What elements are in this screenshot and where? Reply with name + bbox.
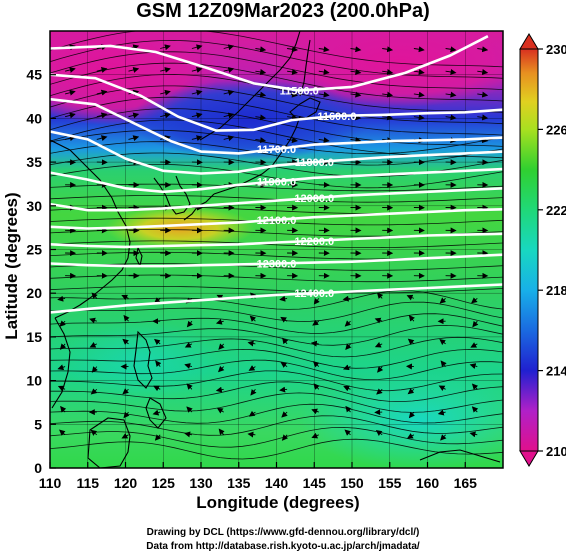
y-tick-label-4: 20 — [26, 285, 42, 301]
y-tick-label-7: 35 — [26, 154, 42, 170]
contour-label-8: 12300.0 — [257, 259, 297, 271]
y-tick-label-8: 40 — [26, 110, 42, 126]
contour-label-2: 11700.0 — [257, 144, 296, 156]
colorbar-gradient — [520, 49, 538, 451]
contour-label-4: 11900.0 — [257, 176, 296, 188]
x-tick-label-2: 120 — [114, 475, 138, 491]
x-tick-label-1: 115 — [76, 475, 99, 491]
x-tick-label-5: 135 — [227, 475, 251, 491]
colorbar-tick-label-5: 230 — [546, 42, 566, 57]
x-tick-label-11: 165 — [454, 475, 478, 491]
contour-label-5: 12000.0 — [294, 193, 334, 205]
contour-label-0: 11500.0 — [280, 85, 319, 97]
contour-label-3: 11800.0 — [295, 157, 334, 169]
colorbar-tick-label-4: 226 — [546, 122, 566, 137]
tropical-cyan-region — [300, 370, 540, 470]
contour-label-1: 11600.0 — [317, 111, 356, 123]
x-tick-label-6: 140 — [265, 475, 289, 491]
y-tick-label-1: 5 — [34, 416, 42, 432]
y-tick-label-5: 25 — [26, 242, 42, 258]
colorbar-min-triangle — [520, 451, 538, 466]
contour-label-6: 12100.0 — [257, 215, 297, 227]
colorbar-tick-label-2: 218 — [546, 283, 566, 298]
x-tick-label-10: 160 — [416, 475, 440, 491]
colorbar-tick-label-0: 210 — [546, 444, 566, 459]
y-tick-label-9: 45 — [26, 67, 42, 83]
contour-label-7: 12200.0 — [294, 236, 334, 248]
x-axis-label: Longitude (degrees) — [50, 493, 506, 513]
colorbar-max-triangle — [520, 34, 538, 49]
x-tick-label-7: 145 — [303, 475, 327, 491]
x-tick-label-9: 155 — [378, 475, 402, 491]
x-tick-label-3: 125 — [152, 475, 176, 491]
colorbar-tick-label-1: 214 — [546, 364, 566, 379]
colorbar-tick-label-3: 222 — [546, 203, 566, 218]
x-tick-label-8: 150 — [340, 475, 364, 491]
y-tick-label-0: 0 — [34, 460, 42, 476]
contour-label-9: 12400.0 — [294, 288, 334, 300]
y-tick-label-2: 10 — [26, 373, 42, 389]
y-axis-label: Latitude (degrees) — [2, 176, 22, 356]
x-tick-label-0: 110 — [39, 475, 62, 491]
credit-data: Data from http://database.rish.kyoto-u.a… — [0, 541, 566, 552]
y-tick-label-6: 30 — [26, 198, 42, 214]
x-tick-label-4: 130 — [189, 475, 213, 491]
y-tick-label-3: 15 — [26, 329, 42, 345]
credit-drawing: Drawing by DCL (https://www.gfd-dennou.o… — [0, 527, 566, 538]
colorbar-ticks: 210 214 218 222 226 230 — [538, 42, 566, 459]
colorbar: 210 214 218 222 226 230 — [520, 34, 566, 466]
